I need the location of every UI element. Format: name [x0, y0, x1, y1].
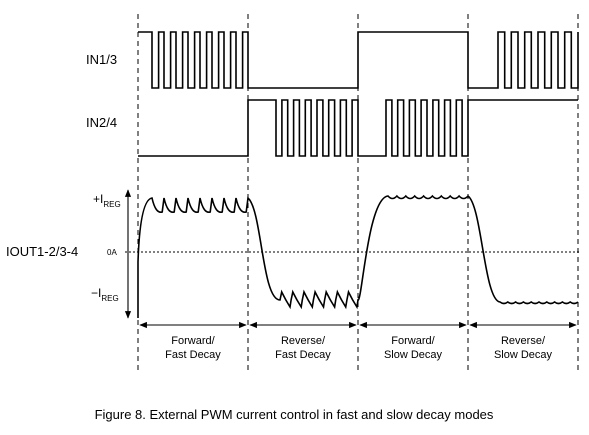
mode-4-line1: Reverse/ — [501, 335, 546, 347]
in24-label: IN2/4 — [86, 115, 117, 130]
in13-waveform — [138, 31, 579, 89]
ireg-negative-label: −IREG — [91, 286, 119, 303]
mode-2-line2: Fast Decay — [275, 349, 331, 361]
mode-3-line1: Forward/ — [391, 335, 435, 347]
in24-waveform — [138, 99, 578, 157]
mode-1-line1: Forward/ — [171, 335, 215, 347]
iout-label: IOUT1-2/3-4 — [6, 244, 78, 259]
ireg-positive-label: +IREG — [93, 192, 121, 209]
mode-1-line2: Fast Decay — [165, 349, 221, 361]
in13-label: IN1/3 — [86, 52, 117, 67]
iout-waveform — [137, 194, 579, 318]
mode-2-line1: Reverse/ — [281, 335, 326, 347]
zero-amp-label: 0A — [107, 248, 117, 257]
mode-4-line2: Slow Decay — [494, 349, 553, 361]
mode-3-line2: Slow Decay — [384, 349, 443, 361]
figure-caption: Figure 8. External PWM current control i… — [95, 407, 494, 422]
